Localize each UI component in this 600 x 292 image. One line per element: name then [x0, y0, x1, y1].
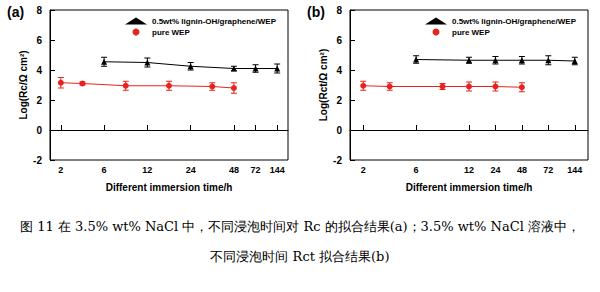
svg-text:12: 12 — [464, 165, 474, 175]
svg-text:6: 6 — [414, 165, 419, 175]
svg-text:2: 2 — [36, 95, 42, 106]
svg-text:4: 4 — [36, 65, 42, 76]
svg-text:48: 48 — [517, 165, 527, 175]
svg-text:2: 2 — [336, 95, 342, 106]
svg-text:Log(Rc/Ω cm²): Log(Rc/Ω cm²) — [18, 50, 29, 119]
svg-text:24: 24 — [490, 165, 500, 175]
svg-text:Log(Rct/Ω cm²): Log(Rct/Ω cm²) — [318, 49, 329, 121]
svg-text:6: 6 — [102, 165, 107, 175]
svg-text:0: 0 — [336, 125, 342, 136]
svg-text:-2: -2 — [33, 155, 42, 166]
svg-text:144: 144 — [567, 165, 582, 175]
svg-text:(a): (a) — [7, 4, 24, 20]
svg-text:72: 72 — [543, 165, 553, 175]
svg-text:2: 2 — [58, 165, 63, 175]
html-text:图 11 在 3.5% wt% NaCl 中，不同浸泡时间对: 图 11 在 3.5% wt% NaCl 中，不同浸泡时间对 Rc 的拟合结果(… — [20, 219, 580, 264]
svg-text:48: 48 — [229, 165, 239, 175]
svg-text:0: 0 — [36, 125, 42, 136]
svg-text:6: 6 — [336, 35, 342, 46]
svg-text:6: 6 — [36, 35, 42, 46]
svg-text:4: 4 — [336, 65, 342, 76]
svg-text:0.5wt% lignin-OH/graphene/WEP: 0.5wt% lignin-OH/graphene/WEP — [452, 17, 577, 26]
svg-text:72: 72 — [251, 165, 261, 175]
svg-text:144: 144 — [270, 165, 285, 175]
svg-text:12: 12 — [142, 165, 152, 175]
svg-text:-2: -2 — [333, 155, 342, 166]
svg-text:Different immersion time/h: Different immersion time/h — [106, 182, 233, 193]
svg-text:0.5wt% lignin-OH/graphene/WEP: 0.5wt% lignin-OH/graphene/WEP — [152, 17, 277, 26]
svg-text:(b): (b) — [307, 4, 325, 20]
svg-text:2: 2 — [361, 165, 366, 175]
svg-text:Different immersion time/h: Different immersion time/h — [406, 182, 533, 193]
svg-text:pure WEP: pure WEP — [152, 28, 190, 37]
svg-text:pure WEP: pure WEP — [452, 28, 490, 37]
svg-text:8: 8 — [36, 5, 42, 16]
svg-text:8: 8 — [336, 5, 342, 16]
svg-text:24: 24 — [186, 165, 196, 175]
